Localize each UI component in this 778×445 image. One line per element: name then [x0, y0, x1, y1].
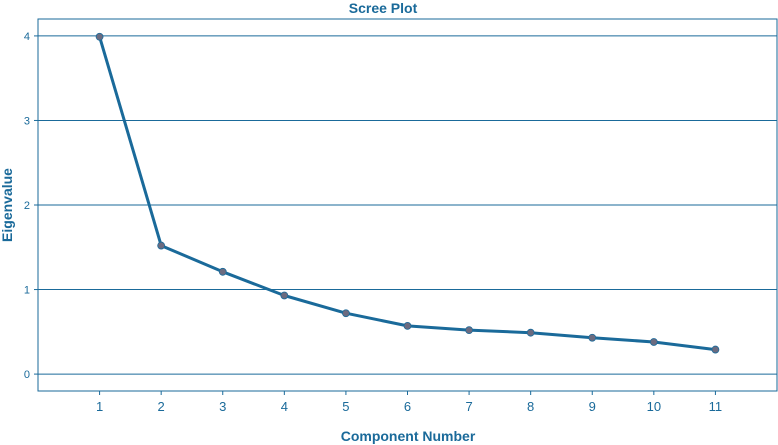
chart-title: Scree Plot	[349, 0, 418, 16]
x-tick-label-9: 9	[589, 399, 596, 414]
eigenvalue-line	[98, 35, 717, 352]
y-tick-label-0: 0	[24, 369, 30, 381]
x-tick-label-10: 10	[647, 399, 661, 414]
y-tick-label-3: 3	[24, 115, 30, 127]
y-axis-ticks: 0 1 2 3 4	[24, 31, 38, 381]
data-point-9	[588, 333, 597, 342]
data-point-3	[218, 267, 227, 276]
x-tick-label-8: 8	[527, 399, 534, 414]
data-point-1	[95, 32, 104, 41]
x-axis-label: Component Number	[341, 428, 476, 444]
data-points	[95, 32, 720, 354]
data-point-7	[465, 326, 473, 335]
data-point-6	[403, 321, 412, 330]
grid-lines	[38, 35, 777, 375]
x-tick-label-11: 11	[709, 399, 723, 414]
y-axis-label: Eigenvalue	[0, 168, 15, 242]
x-axis-ticks: 1 2 3 4 5 6 7 8 9 10 11	[96, 391, 722, 414]
y-tick-label-4: 4	[24, 31, 30, 43]
data-point-8	[526, 328, 535, 337]
x-tick-label-3: 3	[219, 399, 226, 414]
x-tick-label-6: 6	[404, 399, 411, 414]
data-point-4	[280, 291, 289, 300]
x-tick-label-2: 2	[158, 399, 165, 414]
x-tick-label-4: 4	[281, 399, 288, 414]
y-tick-label-2: 2	[24, 200, 30, 212]
x-tick-label-7: 7	[465, 399, 472, 414]
y-tick-label-1: 1	[24, 285, 30, 297]
data-point-10	[649, 338, 658, 346]
x-tick-label-5: 5	[342, 399, 349, 414]
data-point-2	[157, 241, 166, 250]
data-point-11	[711, 345, 720, 354]
x-tick-label-1: 1	[96, 399, 103, 414]
data-point-5	[342, 309, 350, 318]
